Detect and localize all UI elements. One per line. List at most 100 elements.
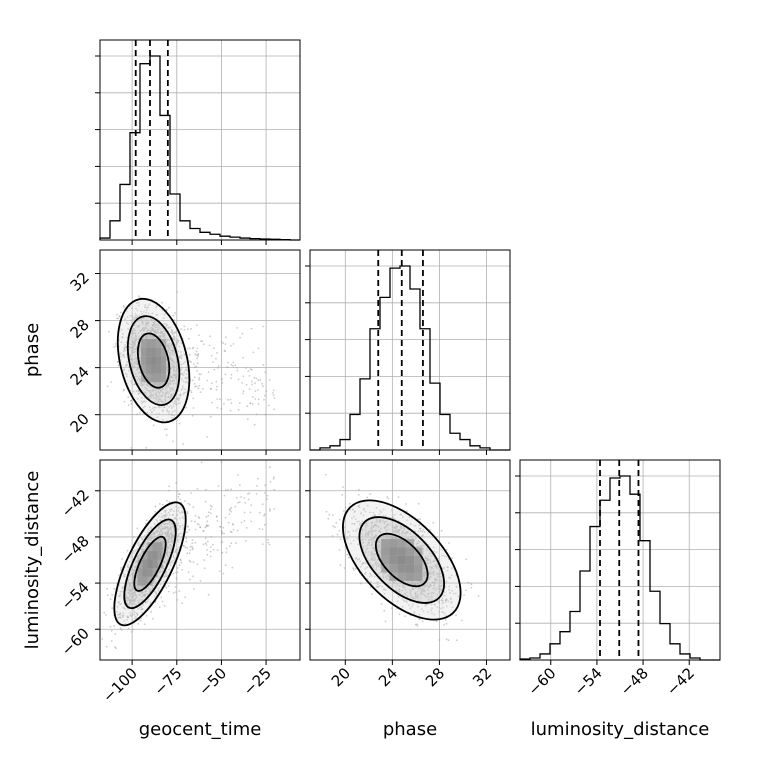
sample-point [164,558,167,561]
sample-point [148,588,151,591]
sample-point [371,593,373,595]
sample-point [190,492,192,494]
sample-point [434,589,437,592]
sample-point [204,537,207,539]
sample-point [138,314,141,317]
sample-point [207,371,210,374]
sample-point [159,519,162,521]
sample-point [267,541,270,544]
density-cell [141,373,147,383]
sample-point [386,577,389,580]
sample-point [201,388,204,390]
sample-point [224,564,227,567]
sample-point [269,508,271,511]
sample-point [126,583,129,586]
sample-point [127,564,130,566]
sample-point [113,346,115,348]
sample-point [138,335,140,338]
sample-point [105,614,107,616]
sample-point [187,525,190,528]
sample-point [131,307,133,310]
sample-point [170,528,173,531]
sample-point [443,567,446,569]
sample-point [327,517,330,520]
sample-point [194,520,196,523]
sample-point [195,324,198,327]
sample-point [366,547,369,550]
sample-point [250,368,253,371]
sample-point [179,394,182,397]
sample-point [131,316,134,318]
sample-point [122,572,125,575]
sample-point [432,521,435,524]
sample-point [236,529,239,532]
density-cell [161,347,167,357]
sample-point [250,504,253,507]
sample-point [422,552,424,555]
sample-point [384,575,387,577]
sample-point [188,552,191,554]
sample-point [401,597,403,600]
sample-point [142,317,144,319]
sample-point [124,344,126,346]
sample-point [137,600,140,602]
sample-point [159,568,162,571]
sample-point [131,614,134,617]
sample-point [204,500,207,503]
sample-point [155,394,158,396]
sample-point [169,383,172,385]
sample-point [189,578,191,581]
sample-point [380,511,383,514]
sample-point [371,541,374,544]
sample-point [432,568,435,570]
sample-point [161,301,164,304]
sample-point [165,366,168,369]
sample-point [416,593,419,596]
sample-point [254,382,256,385]
sample-point [155,304,158,307]
sample-point [251,403,254,405]
sample-point [428,566,431,568]
sample-point [169,377,172,380]
sample-point [406,530,409,533]
sample-point [254,390,257,393]
sample-point [177,341,179,344]
sample-point [198,373,201,376]
sample-point [232,523,235,526]
sample-point [142,311,145,313]
sample-point [179,532,181,535]
sample-point [182,380,185,383]
sample-point [230,377,233,380]
sample-point [160,528,163,531]
sample-point [145,546,148,548]
sample-point [142,591,145,594]
sample-point [176,379,179,381]
sample-point [168,541,171,543]
sample-point [243,511,246,514]
sample-point [189,347,191,350]
sample-point [186,512,189,515]
sample-point [380,520,382,523]
sample-point [158,388,161,391]
sample-point [139,352,141,355]
sample-point [134,313,137,315]
sample-point [137,367,139,369]
sample-point [114,633,117,635]
sample-point [129,339,132,342]
sample-point [172,365,175,368]
sample-point [168,553,171,555]
sample-point [180,356,183,359]
sample-point [197,355,199,358]
sample-point [177,402,180,405]
sample-point [141,402,143,405]
sample-point [157,398,160,400]
density-cell [151,347,157,357]
sample-point [155,399,158,401]
sample-point [137,295,140,298]
sample-point [209,504,212,507]
sample-point [168,534,171,537]
sample-point [205,515,208,518]
sample-point [192,407,195,409]
sample-point [422,610,425,613]
sample-point [370,528,372,530]
